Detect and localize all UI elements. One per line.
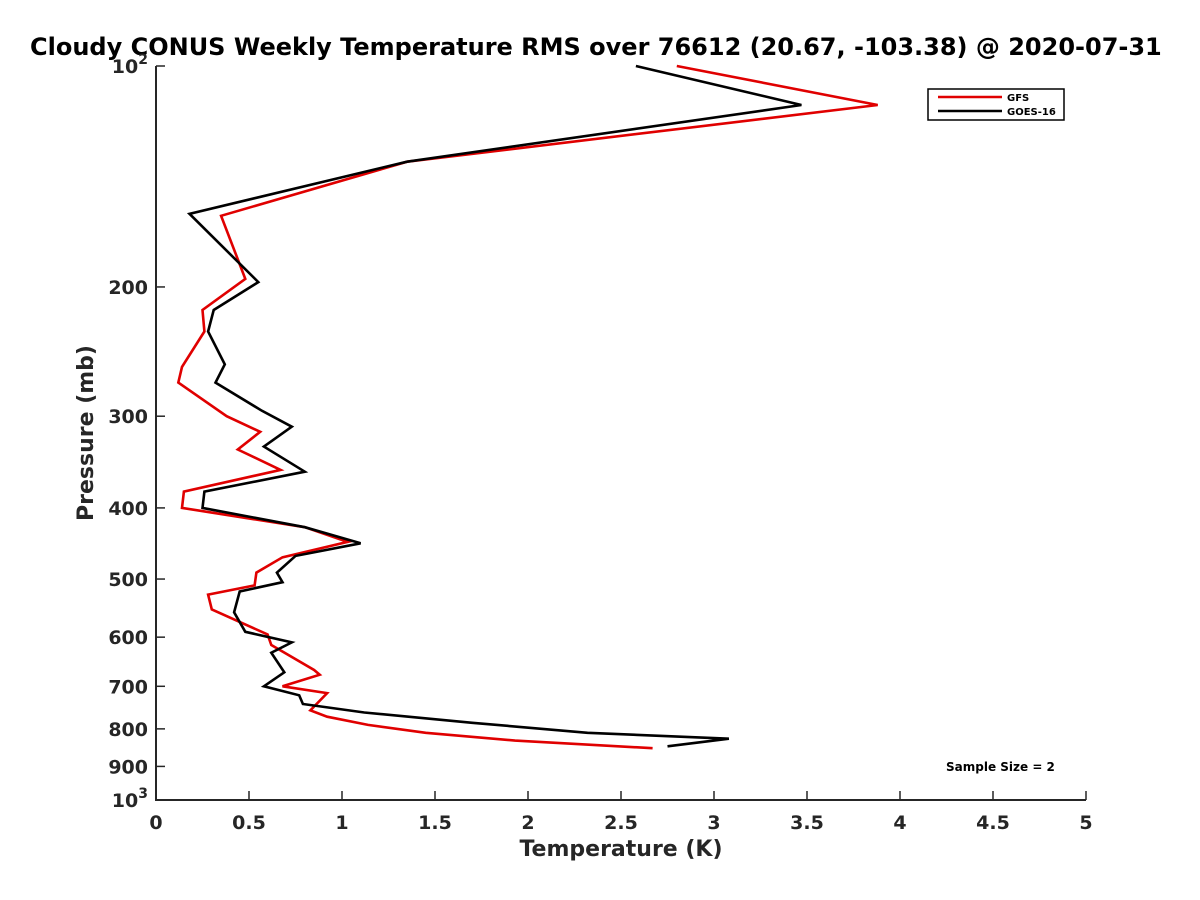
x-tick-label: 3.5	[790, 812, 824, 834]
legend: GFS GOES-16	[927, 88, 1065, 121]
x-tick-label: 1	[335, 812, 348, 834]
x-tick-label: 5	[1079, 812, 1092, 834]
y-tick-label: 300	[108, 406, 148, 428]
y-axis-label: Pressure (mb)	[74, 345, 99, 521]
x-ticks: 0 0.5 1 1.5 2 2.5 3 3.5 4 4.5 5	[149, 791, 1093, 834]
x-tick-label: 1.5	[418, 812, 452, 834]
y-tick-label: 500	[108, 569, 148, 591]
y-tick-label: 400	[108, 498, 148, 520]
x-tick-label: 0.5	[232, 812, 266, 834]
sample-size-annotation: Sample Size = 2	[946, 760, 1055, 774]
y-tick-label: 103	[112, 786, 148, 812]
series-group	[176, 64, 878, 750]
series-line-goes-16	[186, 64, 802, 748]
series-line-gfs	[176, 64, 878, 750]
x-tick-label: 4.5	[976, 812, 1010, 834]
x-tick-label: 4	[893, 812, 906, 834]
legend-label-goes-16: GOES-16	[1007, 107, 1056, 118]
x-tick-label: 2	[521, 812, 534, 834]
legend-box	[927, 88, 1065, 121]
y-tick-label: 600	[108, 627, 148, 649]
x-axis-label: Temperature (K)	[519, 837, 722, 862]
x-tick-label: 3	[707, 812, 720, 834]
y-tick-label: 800	[108, 719, 148, 741]
legend-label-gfs: GFS	[1007, 93, 1029, 104]
x-tick-label: 2.5	[604, 812, 638, 834]
chart-title: Cloudy CONUS Weekly Temperature RMS over…	[30, 33, 1162, 61]
y-tick-label: 200	[108, 277, 148, 299]
x-tick-label: 0	[149, 812, 162, 834]
y-tick-label: 700	[108, 676, 148, 698]
y-tick-label: 900	[108, 756, 148, 778]
